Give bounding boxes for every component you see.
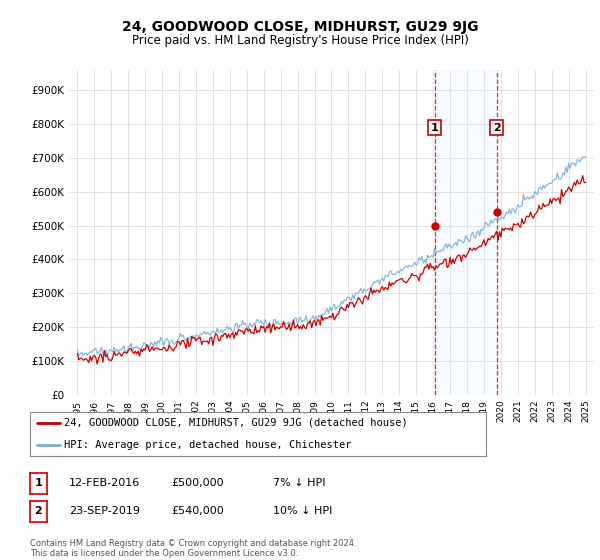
Text: 12-FEB-2016: 12-FEB-2016 xyxy=(69,478,140,488)
Text: 10% ↓ HPI: 10% ↓ HPI xyxy=(273,506,332,516)
Text: 2: 2 xyxy=(35,506,42,516)
Text: 2: 2 xyxy=(493,123,500,133)
Text: £500,000: £500,000 xyxy=(171,478,224,488)
Text: Price paid vs. HM Land Registry's House Price Index (HPI): Price paid vs. HM Land Registry's House … xyxy=(131,34,469,46)
Text: 1: 1 xyxy=(431,123,439,133)
Text: HPI: Average price, detached house, Chichester: HPI: Average price, detached house, Chic… xyxy=(64,440,352,450)
Text: 24, GOODWOOD CLOSE, MIDHURST, GU29 9JG: 24, GOODWOOD CLOSE, MIDHURST, GU29 9JG xyxy=(122,20,478,34)
Text: 1: 1 xyxy=(35,478,42,488)
Text: 23-SEP-2019: 23-SEP-2019 xyxy=(69,506,140,516)
Text: Contains HM Land Registry data © Crown copyright and database right 2024.
This d: Contains HM Land Registry data © Crown c… xyxy=(30,539,356,558)
Text: 7% ↓ HPI: 7% ↓ HPI xyxy=(273,478,325,488)
Text: 24, GOODWOOD CLOSE, MIDHURST, GU29 9JG (detached house): 24, GOODWOOD CLOSE, MIDHURST, GU29 9JG (… xyxy=(64,418,408,428)
Bar xyxy=(435,70,497,395)
Text: £540,000: £540,000 xyxy=(171,506,224,516)
